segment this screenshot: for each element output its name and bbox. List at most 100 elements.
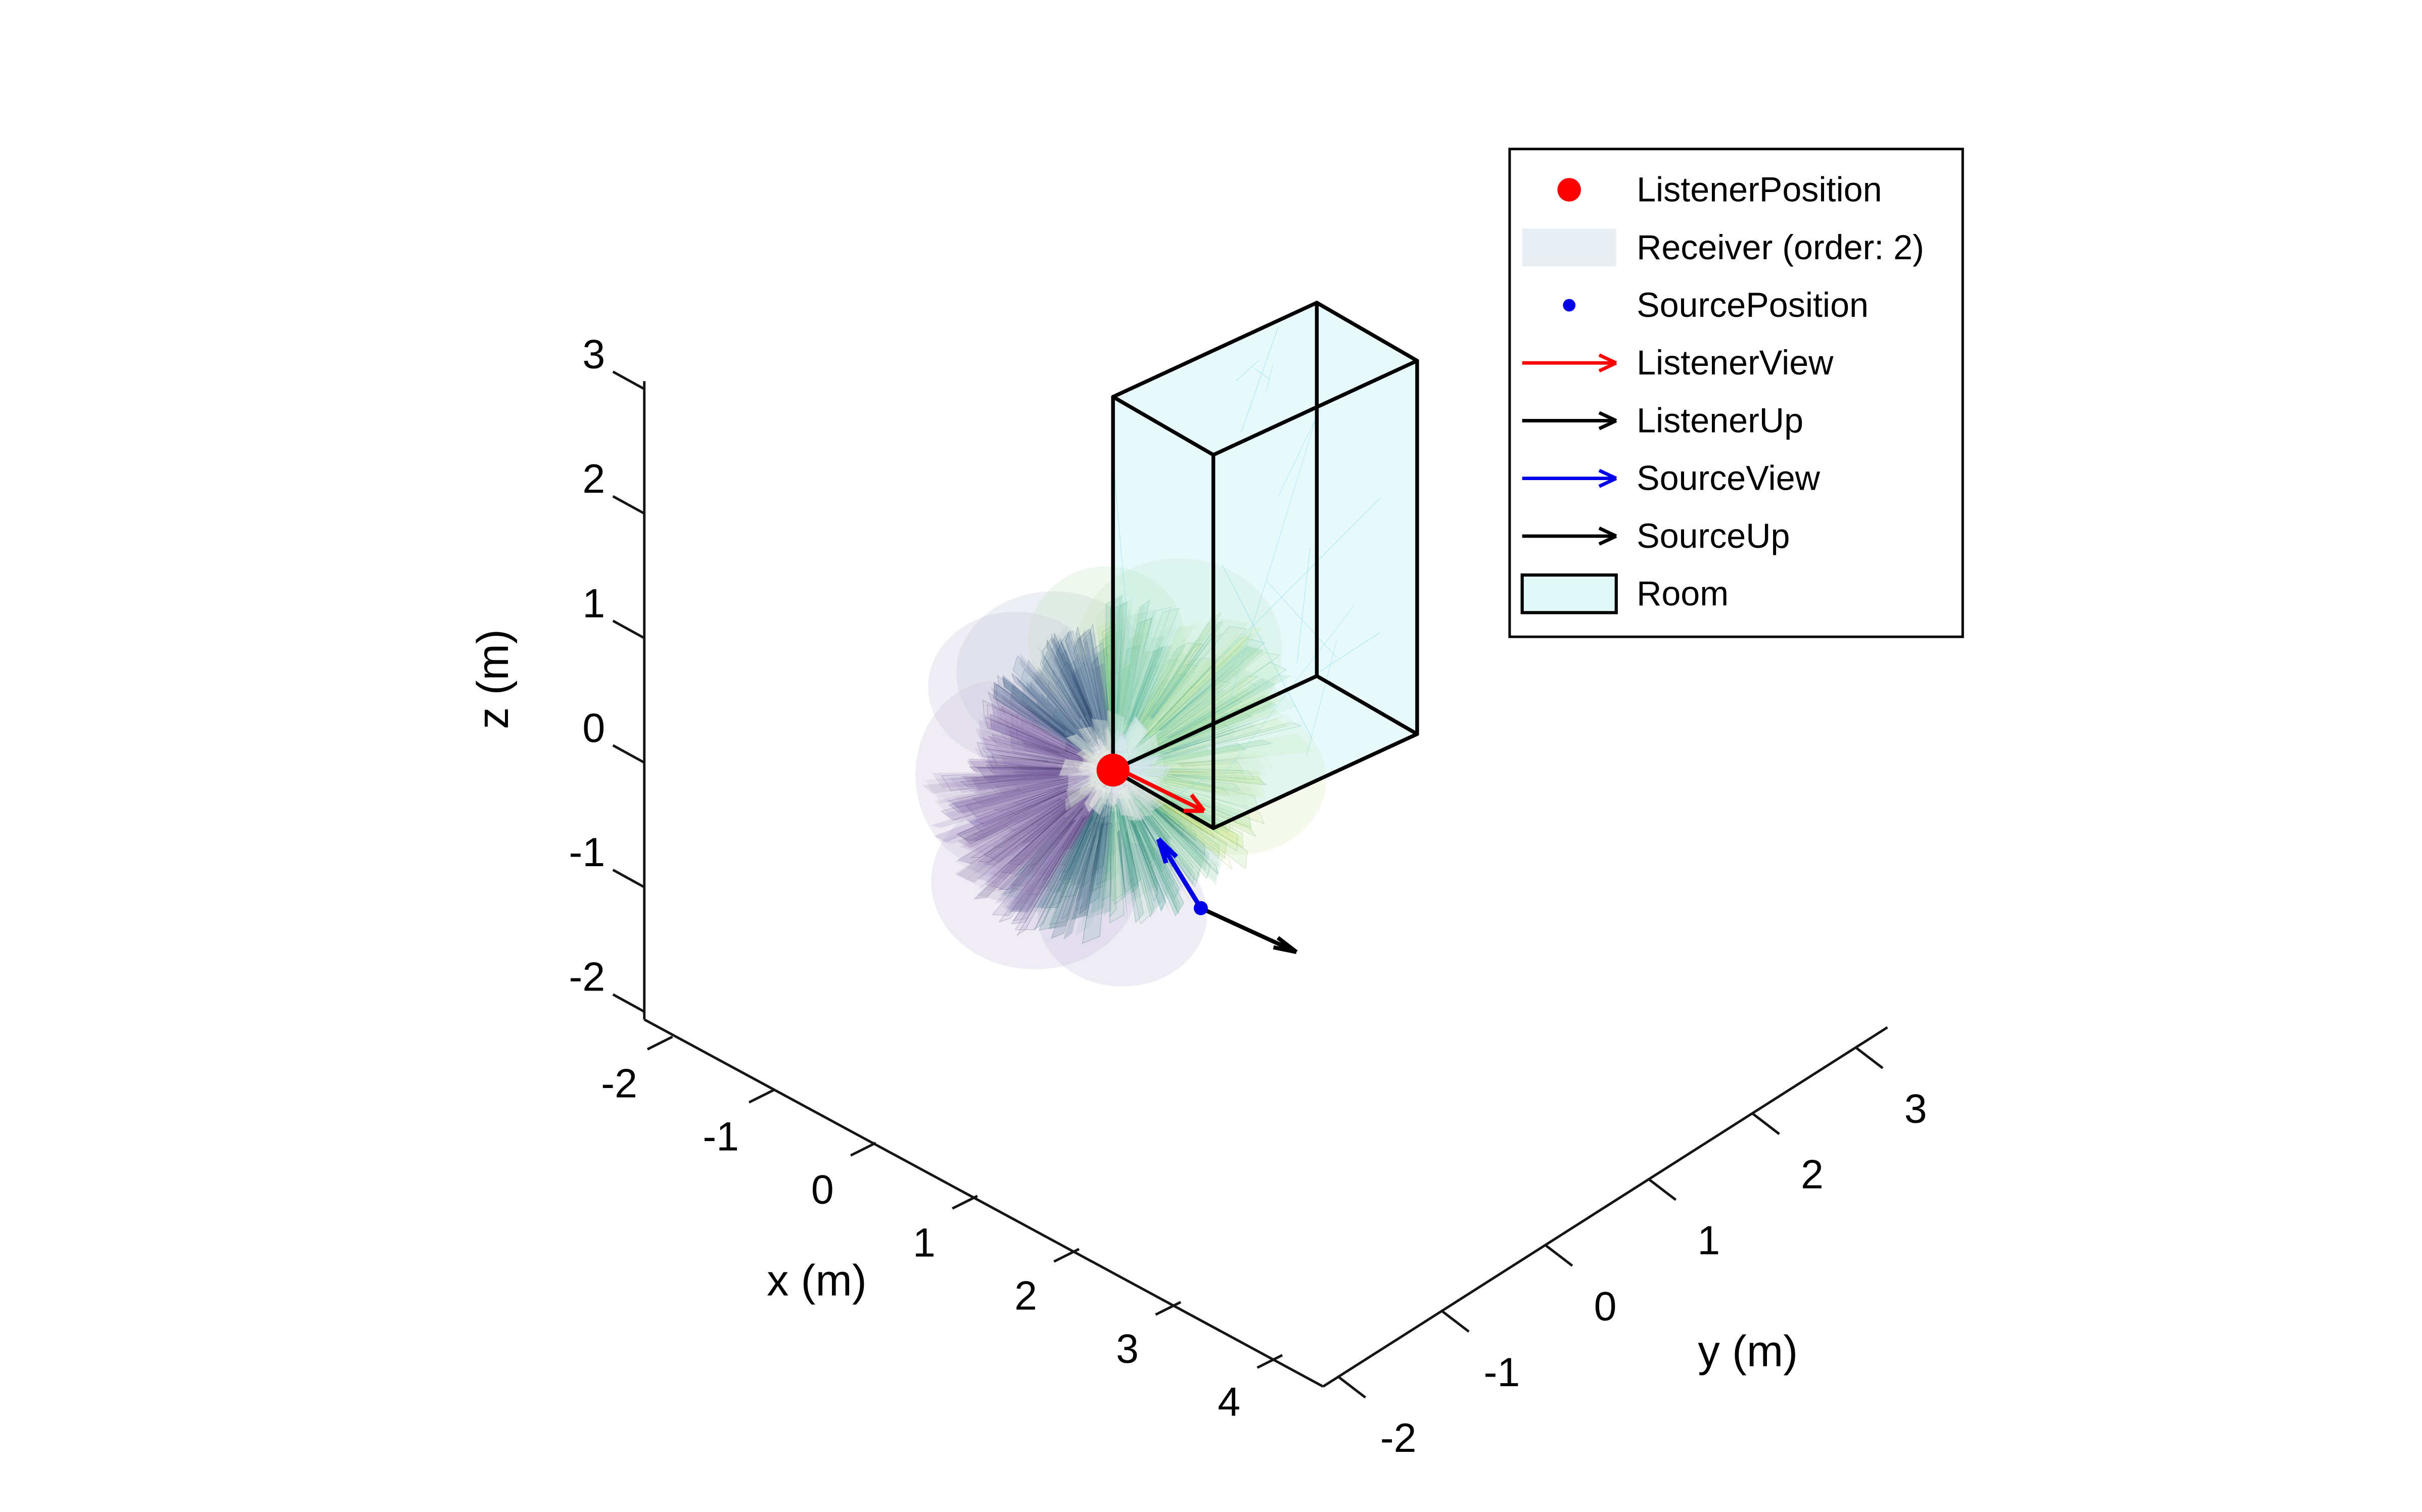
receiver-petal (1017, 728, 1067, 752)
z-tick (612, 495, 645, 515)
receiver-petal (1128, 768, 1260, 797)
receiver-streak (992, 786, 1089, 850)
receiver-streak (968, 790, 1062, 826)
receiver-center-mesh (1091, 719, 1115, 755)
receiver-petal (1120, 684, 1141, 738)
receiver-petal (1149, 793, 1187, 823)
receiver-petal (975, 728, 1061, 760)
receiver-petal (988, 782, 1102, 880)
receiver-petal (1015, 787, 1103, 901)
receiver-petal (1009, 799, 1095, 904)
receiver-petal (1163, 776, 1217, 793)
room-edge (1315, 674, 1419, 736)
receiver-petal (1003, 704, 1070, 749)
receiver-petal (1065, 632, 1101, 732)
receiver-petal (970, 791, 1084, 879)
receiver-petal (977, 741, 1091, 772)
receiver-petal (992, 795, 1098, 916)
receiver-petal (1127, 645, 1172, 726)
z-tick-label: 3 (582, 332, 605, 377)
receiver-petal (961, 779, 1093, 854)
receiver-petal (1126, 782, 1223, 883)
receiver-petal (1111, 810, 1119, 857)
receiver-petal (1037, 781, 1108, 909)
room-mesh-line (1225, 415, 1317, 716)
receiver-petal (1141, 753, 1267, 776)
receiver-petal (1089, 624, 1111, 753)
legend-label: SourceUp (1637, 517, 1790, 555)
receiver-halo (928, 611, 1104, 763)
receiver-petal (1145, 769, 1254, 792)
receiver-streak (1141, 722, 1262, 762)
receiver-petal (1015, 785, 1104, 910)
receiver-petal (1084, 631, 1111, 727)
y-axis-line (1322, 1026, 1888, 1388)
receiver-streak (986, 719, 1095, 763)
receiver-petal (952, 773, 1078, 809)
y-tick (1338, 1376, 1367, 1399)
receiver-petal (1080, 650, 1115, 747)
receiver-petal (987, 756, 1062, 777)
receiver-petal (1095, 607, 1113, 751)
receiver-petal (1116, 788, 1134, 870)
receiver-petal (1146, 797, 1220, 868)
receiver-petal (1079, 628, 1108, 731)
receiver-petal (1052, 669, 1103, 756)
receiver-streak (1055, 635, 1095, 730)
receiver-petal (1117, 783, 1153, 896)
receiver-petal (930, 775, 1096, 828)
receiver-petal (1023, 784, 1108, 913)
receiver-center-mesh (1130, 765, 1169, 777)
room-mesh-line (1306, 640, 1337, 758)
receiver-petal (1003, 781, 1091, 821)
receiver-petal (1147, 793, 1233, 870)
receiver-petal (965, 772, 1090, 828)
receiver-petal (1139, 789, 1220, 858)
room-mesh-line (1278, 408, 1321, 497)
receiver-petal (1018, 778, 1103, 835)
receiver-petal (974, 782, 1084, 825)
receiver-petal (1134, 633, 1267, 750)
receiver-petal (1048, 796, 1095, 845)
receiver-streak (994, 748, 1075, 764)
receiver-petal (989, 749, 1064, 770)
receiver-streak (1138, 756, 1264, 768)
receiver-petal (1098, 821, 1110, 903)
legend-row: SourceView (1522, 459, 1821, 498)
x-tick (952, 1195, 978, 1210)
receiver-petal (994, 781, 1105, 904)
receiver-streak (946, 774, 1075, 791)
receiver-petal (1123, 608, 1180, 722)
receiver-center-mesh (1078, 726, 1109, 761)
legend-dot-marker (1557, 178, 1581, 202)
receiver-petal (1060, 630, 1102, 734)
receiver-petal (1011, 785, 1101, 879)
receiver-petal (1100, 793, 1113, 889)
receiver-petal (1018, 801, 1098, 913)
legend-arrow-marker-barb (1598, 534, 1617, 546)
receiver-petal (992, 781, 1097, 848)
receiver-petal (1103, 814, 1114, 918)
receiver-petal (957, 789, 1078, 848)
receiver-streak (1119, 800, 1140, 896)
receiver-petal (987, 790, 1081, 847)
legend-row: Receiver (order: 2) (1522, 228, 1924, 267)
receiver-petal (1025, 681, 1092, 751)
receiver-petal (1046, 639, 1093, 733)
x-tick-label: 0 (811, 1167, 834, 1213)
receiver-petal (1121, 802, 1154, 918)
receiver-center-mesh (1104, 727, 1114, 750)
receiver-petal (1012, 699, 1091, 759)
receiver-petal (1113, 618, 1152, 745)
receiver-petal (971, 778, 1099, 841)
receiver-petal (1018, 799, 1078, 850)
receiver-petal (1143, 798, 1219, 886)
receiver-petal (1015, 675, 1096, 754)
z-tick (612, 370, 645, 390)
receiver-petal (1040, 654, 1086, 730)
y-tick (1545, 1244, 1573, 1267)
receiver-petal (968, 774, 1072, 794)
receiver-petal (1070, 667, 1101, 737)
receiver-petal (1137, 684, 1225, 752)
receiver-petal (979, 790, 1087, 862)
